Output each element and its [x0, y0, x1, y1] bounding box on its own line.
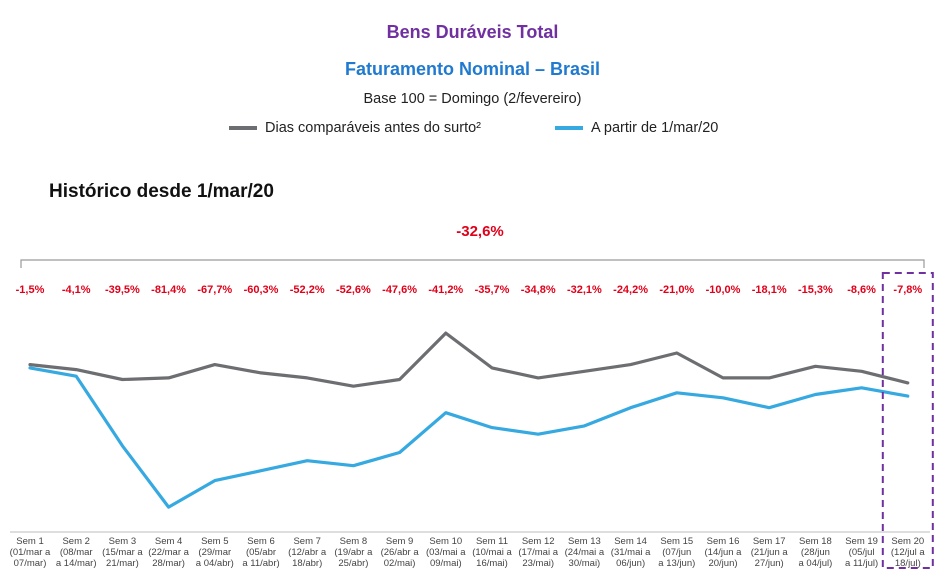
x-tick-label-13-line-1: Sem 13 — [568, 536, 601, 547]
pct-label-9: -47,6% — [382, 284, 417, 296]
section-title: Histórico desde 1/mar/20 — [49, 181, 274, 202]
x-tick-label-3-line-3: 21/mar) — [106, 558, 139, 569]
x-tick-label-20-line-2: (12/jul a — [891, 547, 926, 558]
x-tick-label-12-line-3: 23/mai) — [522, 558, 554, 569]
x-tick-label-6-line-2: (05/abr — [246, 547, 276, 558]
pct-label-2: -4,1% — [62, 284, 91, 296]
x-tick-label-17-line-3: 27/jun) — [755, 558, 784, 569]
chart-title: Bens Duráveis Total — [386, 22, 559, 42]
x-tick-label-8-line-3: 25/abr) — [338, 558, 368, 569]
x-tick-label-13-line-3: 30/mai) — [569, 558, 601, 569]
x-tick-label-15-line-3: a 13/jun) — [658, 558, 695, 569]
x-tick-label-2-line-2: (08/mar — [60, 547, 93, 558]
x-tick-label-3-line-2: (15/mar a — [102, 547, 143, 558]
x-tick-label-12-line-2: (17/mai a — [518, 547, 558, 558]
x-tick-label-16-line-3: 20/jun) — [708, 558, 737, 569]
legend-swatch-before — [229, 126, 257, 130]
pct-label-19: -8,6% — [847, 284, 876, 296]
x-tick-label-7-line-2: (12/abr a — [288, 547, 327, 558]
x-tick-label-1-line-2: (01/mar a — [10, 547, 51, 558]
x-tick-label-1-line-3: 07/mar) — [14, 558, 47, 569]
x-tick-label-3-line-1: Sem 3 — [109, 536, 136, 547]
legend-label-before: Dias comparáveis antes do surto² — [265, 120, 481, 136]
x-tick-label-5-line-2: (29/mar — [198, 547, 231, 558]
x-tick-label-16-line-2: (14/jun a — [705, 547, 743, 558]
x-tick-label-16-line-1: Sem 16 — [707, 536, 740, 547]
pct-label-13: -32,1% — [567, 284, 602, 296]
x-tick-label-17-line-2: (21/jun a — [751, 547, 789, 558]
pct-label-7: -52,2% — [290, 284, 325, 296]
legend-label-after: A partir de 1/mar/20 — [591, 120, 719, 136]
x-tick-label-10-line-3: 09/mai) — [430, 558, 462, 569]
x-tick-label-10-line-1: Sem 10 — [429, 536, 462, 547]
legend-item-after: A partir de 1/mar/20 — [555, 120, 718, 136]
x-tick-label-2-line-1: Sem 2 — [62, 536, 89, 547]
x-tick-label-7-line-1: Sem 7 — [293, 536, 320, 547]
x-tick-label-2-line-3: a 14/mar) — [56, 558, 97, 569]
pct-label-11: -35,7% — [475, 284, 510, 296]
series-line-1 — [28, 331, 910, 388]
pct-label-4: -81,4% — [151, 284, 186, 296]
x-tick-label-9-line-3: 02/mai) — [384, 558, 416, 569]
pct-label-5: -67,7% — [197, 284, 232, 296]
x-tick-label-7-line-3: 18/abr) — [292, 558, 322, 569]
period-bracket — [20, 259, 925, 268]
pct-label-1: -1,5% — [16, 284, 45, 296]
x-tick-label-17-line-1: Sem 17 — [753, 536, 786, 547]
x-tick-label-5-line-3: a 04/abr) — [196, 558, 234, 569]
x-tick-label-20-line-1: Sem 20 — [891, 536, 924, 547]
x-tick-label-20-line-3: 18/jul) — [895, 558, 921, 569]
x-tick-label-19-line-2: (05/jul — [849, 547, 875, 558]
x-tick-label-4-line-1: Sem 4 — [155, 536, 182, 547]
pct-label-6: -60,3% — [244, 284, 279, 296]
pct-label-16: -10,0% — [706, 284, 741, 296]
pct-label-15: -21,0% — [659, 284, 694, 296]
x-tick-label-15-line-2: (07/jun — [662, 547, 691, 558]
x-tick-label-10-line-2: (03/mai a — [426, 547, 466, 558]
x-tick-label-18-line-2: (28/jun — [801, 547, 830, 558]
chart-subtitle: Faturamento Nominal – Brasil — [344, 59, 601, 79]
x-tick-label-13-line-2: (24/mai a — [565, 547, 605, 558]
x-tick-label-9-line-2: (26/abr a — [381, 547, 420, 558]
x-tick-label-4-line-2: (22/mar a — [148, 547, 189, 558]
pct-label-8: -52,6% — [336, 284, 371, 296]
pct-label-17: -18,1% — [752, 284, 787, 296]
x-tick-label-14-line-1: Sem 14 — [614, 536, 647, 547]
x-tick-label-15-line-1: Sem 15 — [660, 536, 693, 547]
x-tick-label-18-line-3: a 04/jul) — [798, 558, 832, 569]
total-change-label: -32,6% — [456, 223, 504, 240]
x-tick-label-1-line-1: Sem 1 — [16, 536, 43, 547]
series-line-2 — [28, 366, 910, 509]
base-note: Base 100 = Domingo (2/fevereiro) — [363, 91, 582, 107]
x-tick-label-14-line-2: (31/mai a — [611, 547, 651, 558]
x-tick-label-8-line-2: (19/abr a — [334, 547, 373, 558]
x-tick-label-5-line-1: Sem 5 — [201, 536, 228, 547]
x-tick-label-11-line-1: Sem 11 — [476, 536, 508, 547]
legend: Dias comparáveis antes do surto² A parti… — [0, 120, 945, 140]
x-tick-label-14-line-3: 06/jun) — [616, 558, 645, 569]
x-tick-label-9-line-1: Sem 9 — [386, 536, 413, 547]
x-tick-label-11-line-2: (10/mai a — [472, 547, 512, 558]
pct-label-18: -15,3% — [798, 284, 833, 296]
pct-label-10: -41,2% — [428, 284, 463, 296]
legend-swatch-after — [555, 126, 583, 130]
pct-label-14: -24,2% — [613, 284, 648, 296]
x-tick-label-12-line-1: Sem 12 — [522, 536, 555, 547]
x-tick-label-18-line-1: Sem 18 — [799, 536, 832, 547]
x-tick-label-6-line-1: Sem 6 — [247, 536, 274, 547]
pct-label-3: -39,5% — [105, 284, 140, 296]
x-tick-label-6-line-3: a 11/abr) — [242, 558, 279, 569]
legend-item-before: Dias comparáveis antes do surto² — [229, 120, 481, 136]
x-tick-label-8-line-1: Sem 8 — [340, 536, 367, 547]
highlight-box-sem-20 — [881, 272, 934, 569]
pct-label-12: -34,8% — [521, 284, 556, 296]
x-tick-label-11-line-3: 16/mai) — [476, 558, 508, 569]
x-tick-label-4-line-3: 28/mar) — [152, 558, 185, 569]
pct-label-20: -7,8% — [893, 284, 922, 296]
x-tick-label-19-line-3: a 11/jul) — [845, 558, 878, 569]
x-tick-label-19-line-1: Sem 19 — [845, 536, 878, 547]
